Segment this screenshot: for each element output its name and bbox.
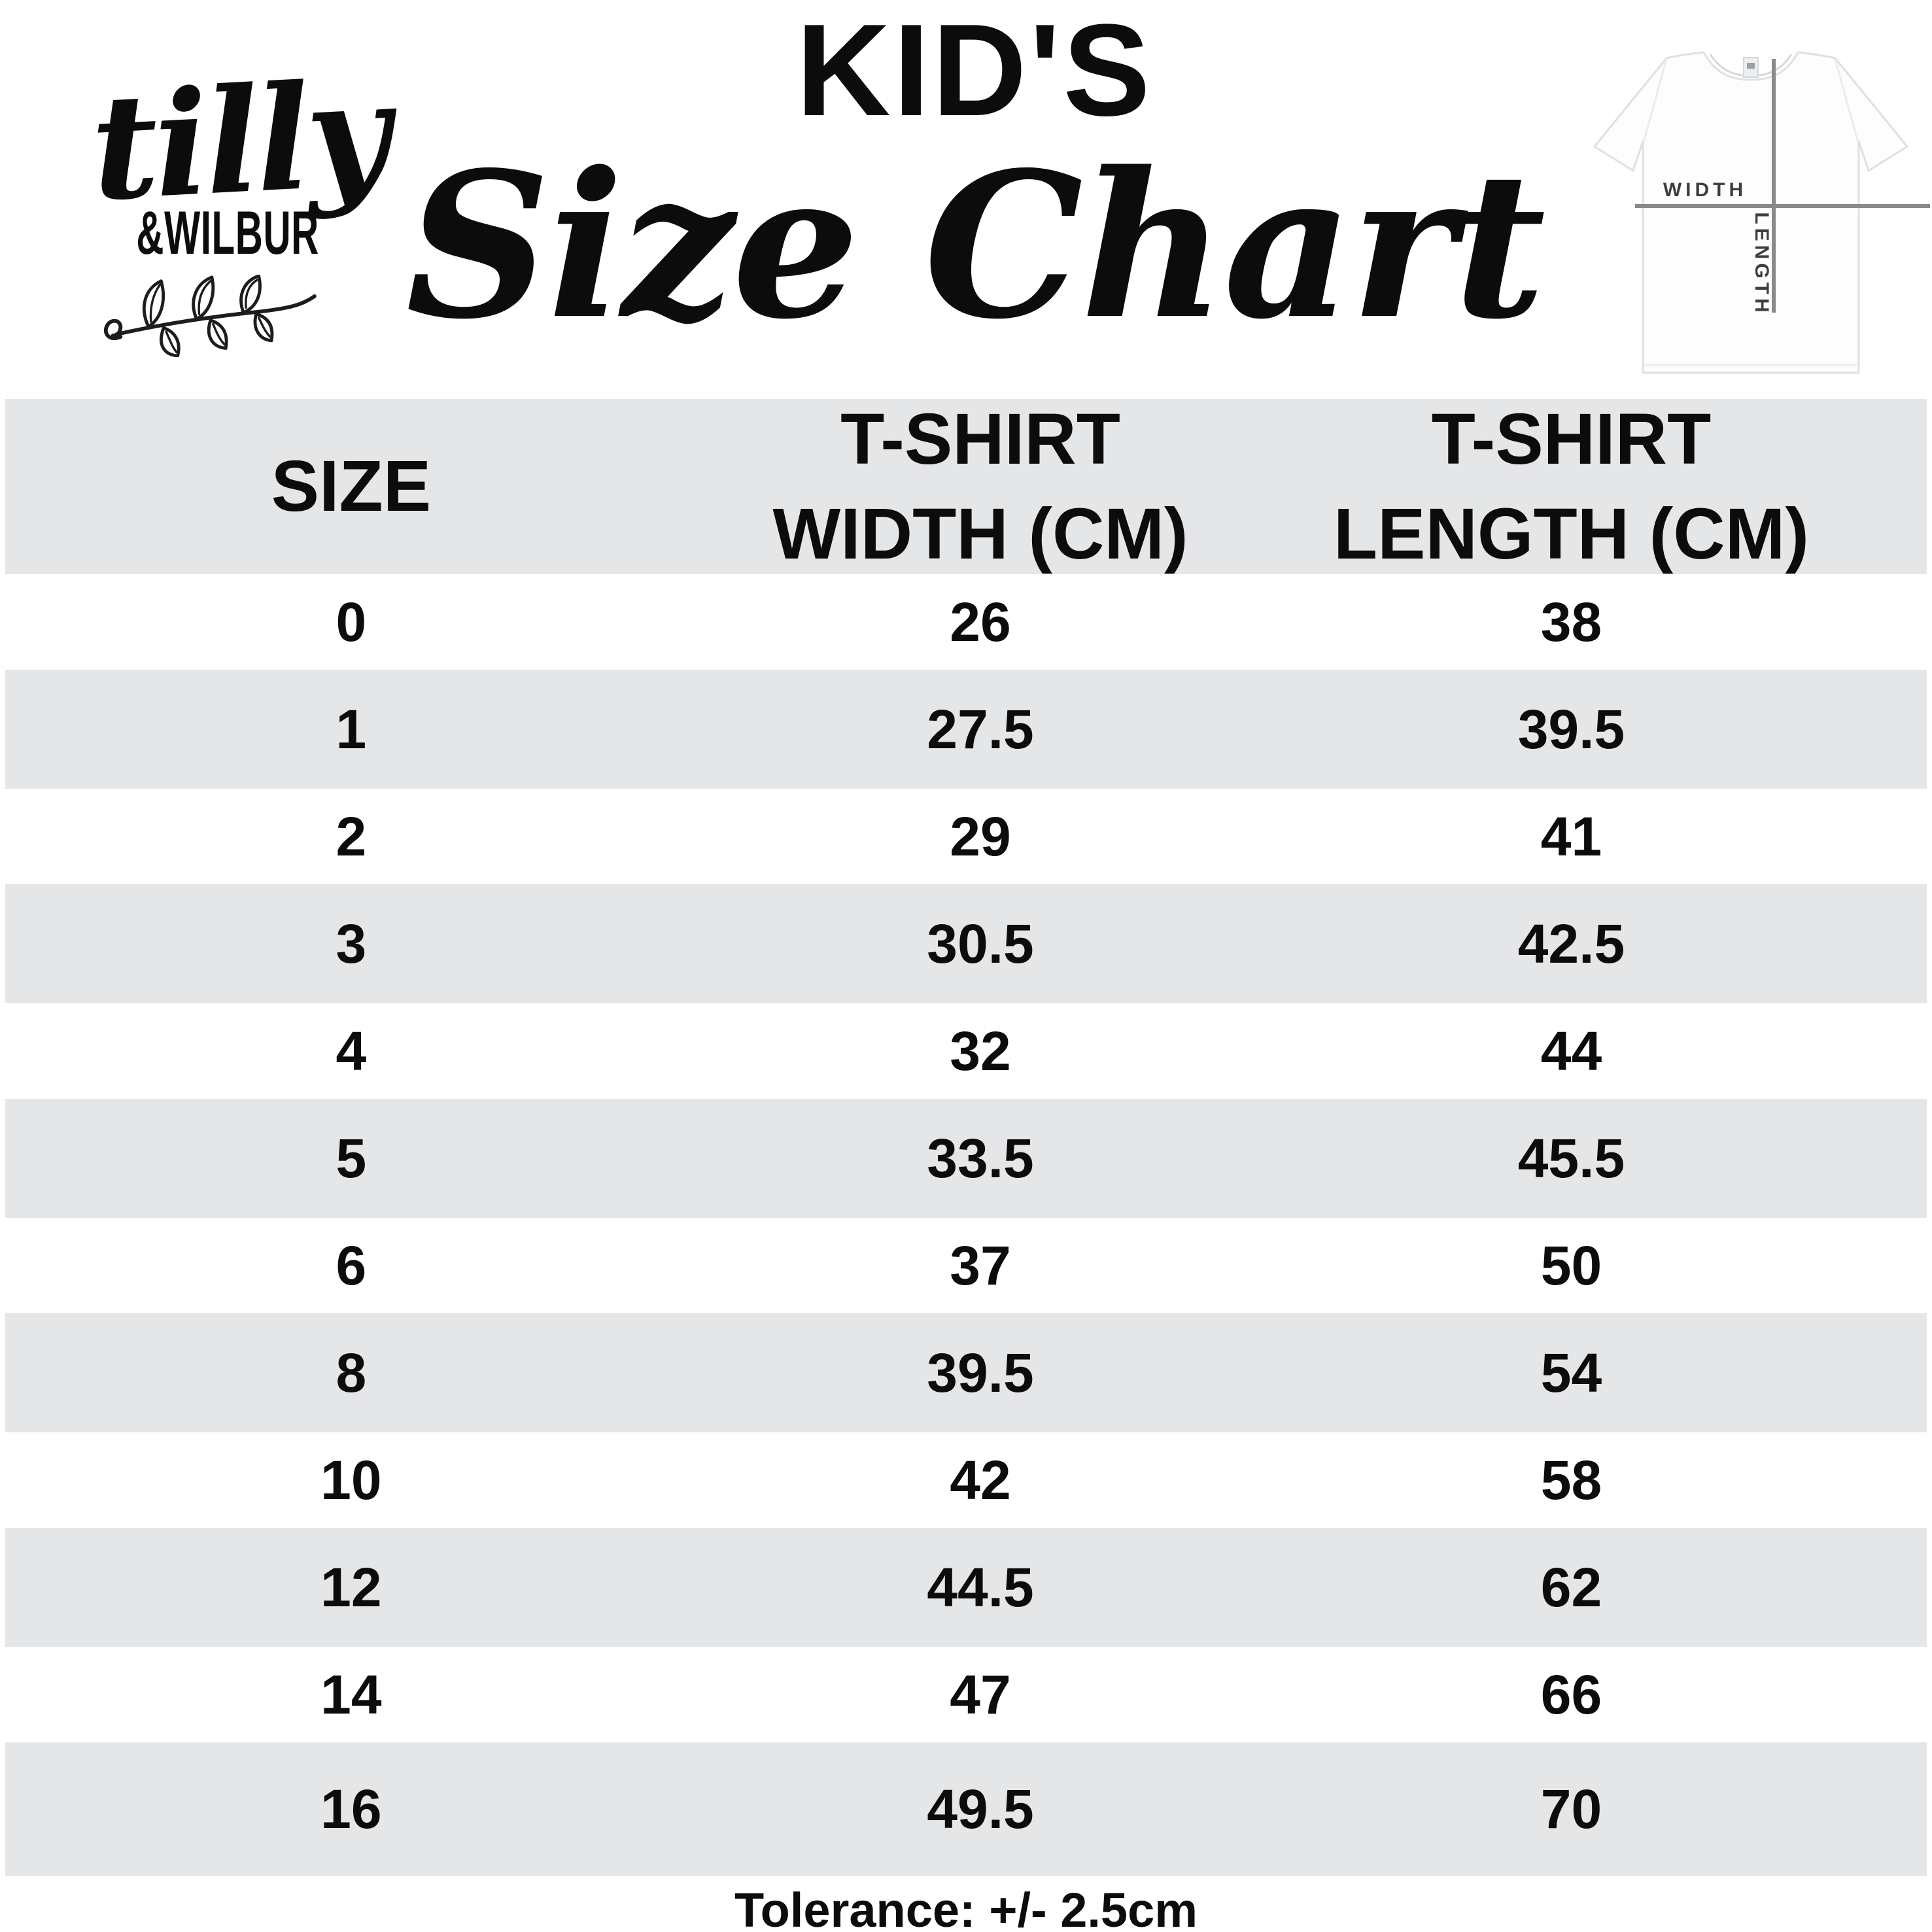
length-value: 50 [1540,1234,1602,1296]
size-value: 1 [336,698,367,760]
length-value: 54 [1540,1341,1602,1404]
length-value: 45.5 [1517,1127,1625,1189]
table-row: 10 42 58 [5,1432,1927,1528]
size-value: 8 [336,1341,367,1404]
width-value: 26 [950,591,1011,653]
length-value: 62 [1540,1556,1602,1618]
width-value: 30.5 [927,912,1034,975]
width-value: 29 [950,805,1011,867]
size-value: 12 [320,1556,382,1618]
table-row: 5 33.5 45.5 [5,1099,1927,1218]
width-value: 47 [950,1663,1011,1725]
table-header-row: SIZE T-SHIRT WIDTH (CM) T-SHIRT LENGTH (… [5,399,1927,574]
size-value: 0 [336,591,367,653]
column-header-size: SIZE [271,446,432,527]
page-title: Size Chart [405,129,1545,364]
tolerance-note: Tolerance: +/- 2.5cm [734,1883,1198,1932]
table-row: 8 39.5 54 [5,1313,1927,1432]
shirt-width-label: WIDTH [1663,179,1747,201]
length-value: 39.5 [1517,698,1625,760]
width-value: 32 [950,1020,1011,1082]
brand-logo: tilly &WILBUR [87,48,390,357]
table-row: 0 26 38 [5,574,1927,670]
title-kicker: KID'S [796,0,1153,143]
length-value: 38 [1540,591,1602,653]
size-value: 14 [320,1663,382,1725]
tshirt-body [1593,51,1908,374]
table-row: 14 47 66 [5,1647,1927,1742]
length-value: 42.5 [1517,912,1625,975]
width-value: 39.5 [927,1341,1034,1404]
length-value: 44 [1540,1020,1602,1082]
table-row: 6 37 50 [5,1218,1927,1313]
size-value: 2 [336,805,367,867]
tshirt-diagram: WIDTH LENGTH [1593,51,1930,374]
size-value: 3 [336,912,367,975]
size-value: 6 [336,1234,367,1296]
length-value: 41 [1540,805,1602,867]
branch-laurel-icon [103,275,317,357]
table-row: 16 49.5 70 [5,1742,1927,1876]
shirt-length-label: LENGTH [1751,212,1772,316]
size-value: 10 [320,1449,382,1511]
table-row: 2 29 41 [5,789,1927,884]
table-row: 1 27.5 39.5 [5,670,1927,789]
table-row: 4 32 44 [5,1003,1927,1099]
width-value: 33.5 [927,1127,1034,1189]
width-value: 27.5 [927,698,1034,760]
brand-name-sub: &WILBUR [136,198,319,267]
length-value: 58 [1540,1449,1602,1511]
width-value: 42 [950,1449,1011,1511]
table-row: 3 30.5 42.5 [5,884,1927,1003]
width-value: 49.5 [927,1778,1034,1840]
width-value: 44.5 [927,1556,1034,1618]
size-value: 4 [336,1020,367,1082]
table-row: 12 44.5 62 [5,1528,1927,1647]
size-value: 16 [320,1778,382,1840]
column-header-width: T-SHIRT WIDTH (CM) [772,398,1188,574]
length-value: 70 [1540,1778,1602,1840]
column-header-length: T-SHIRT LENGTH (CM) [1333,398,1809,574]
width-value: 37 [950,1234,1011,1296]
length-value: 66 [1540,1663,1602,1725]
size-value: 5 [336,1127,367,1189]
title-block: KID'S Size Chart [405,0,1545,364]
size-table: SIZE T-SHIRT WIDTH (CM) T-SHIRT LENGTH (… [5,399,1927,1876]
